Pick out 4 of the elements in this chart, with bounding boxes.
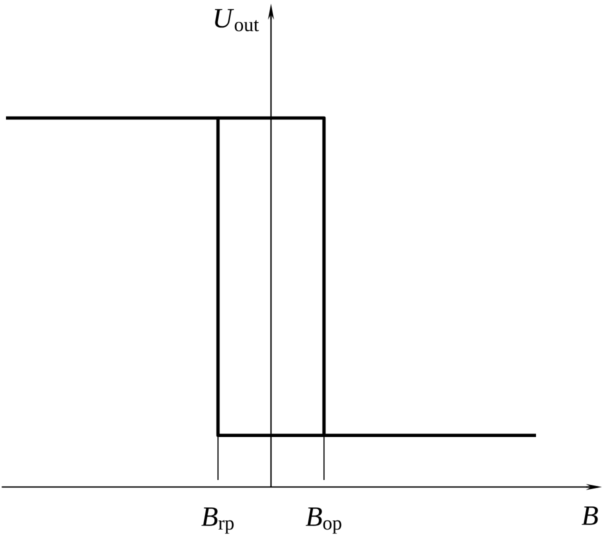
x-tick-label: B$_{rp}$ xyxy=(201,508,234,534)
x-tick-label: B$_{op}$ xyxy=(306,508,342,534)
x-axis-title: B xyxy=(582,506,598,525)
y-axis-title: U$_{out}$ xyxy=(214,9,259,32)
